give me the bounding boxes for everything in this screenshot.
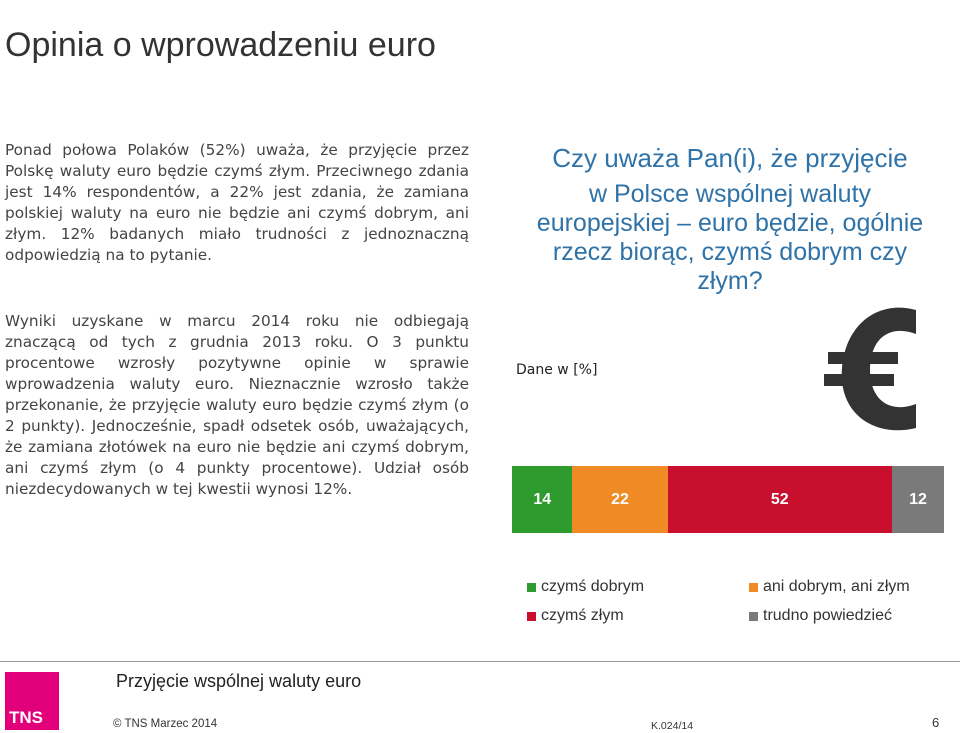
footer-divider [0, 661, 960, 662]
question-line-1: Czy uważa Pan(i), że przyjęcie [552, 143, 908, 173]
legend-item: ani dobrym, ani złym [749, 578, 910, 596]
legend-label: czymś złym [541, 607, 624, 624]
footer-title: Przyjęcie wspólnej waluty euro [116, 671, 362, 691]
bar-value-label: 22 [611, 490, 629, 508]
bar-value-label: 52 [770, 490, 789, 508]
comparison-paragraph: Wyniki uzyskane w marcu 2014 roku nie od… [5, 312, 469, 498]
bar-segment-4: 12 [892, 466, 944, 533]
legend-item: czymś złym [527, 607, 624, 625]
footer-code: K.024/14 [651, 720, 694, 732]
bar-segment-1: 14 [512, 466, 573, 533]
legend-swatch [749, 582, 758, 592]
page-title: Opinia o wprowadzeniu euro [5, 26, 436, 64]
chart-legend: czymś dobrym czymś złym ani dobrym, ani zł… [527, 578, 947, 638]
bar-value-label: 12 [909, 490, 927, 508]
stacked-bar: 14 22 52 12 [512, 466, 944, 533]
bar-segment-3: 52 [667, 466, 893, 533]
legend-label: czymś dobrym [541, 578, 645, 595]
bar-segment-2: 22 [572, 466, 668, 533]
legend-swatch [749, 611, 758, 621]
legend-label: trudno powiedzieć [763, 607, 892, 624]
bar-value-label: 14 [533, 490, 552, 508]
units-label: Dane w [%] [516, 362, 598, 378]
summary-paragraph: Ponad połowa Polaków (52%) uważa, że prz… [5, 141, 469, 264]
legend-swatch [527, 611, 536, 621]
euro-icon [824, 307, 916, 431]
survey-question: Czy uważa Pan(i), że przyjęcie w Polsce … [520, 140, 940, 296]
question-line-rest: w Polsce wspólnej waluty europejskiej – … [536, 180, 924, 295]
footer-copyright: © TNS Marzec 2014 [113, 718, 218, 730]
legend-label: ani dobrym, ani złym [763, 578, 910, 595]
legend-item: czymś dobrym [527, 578, 644, 596]
legend-item: trudno powiedzieć [749, 607, 892, 625]
page-number: 6 [932, 715, 940, 730]
logo-text: TNS [9, 708, 43, 727]
legend-swatch [527, 582, 536, 592]
tns-logo: TNS [5, 672, 59, 730]
